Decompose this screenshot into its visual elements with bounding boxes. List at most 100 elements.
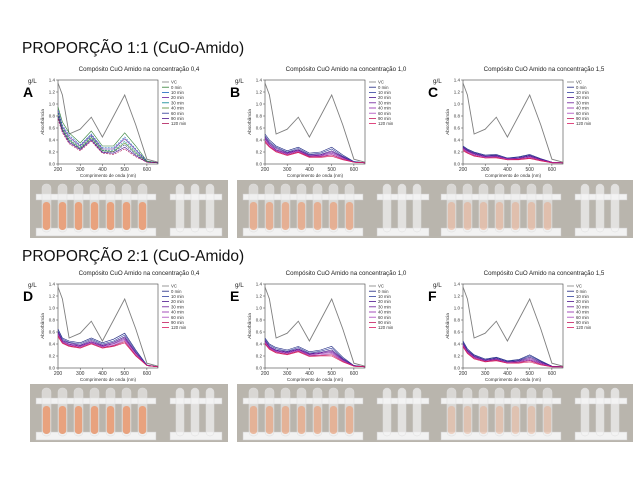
legend-label: 120 min xyxy=(171,121,187,126)
photo-drawing xyxy=(30,180,228,238)
legend-label: 0 min xyxy=(171,85,182,90)
y-tick-label: 0.8 xyxy=(256,318,263,323)
legend-label: 30 min xyxy=(576,100,590,105)
photo-drawing xyxy=(30,384,228,442)
x-tick-label: 600 xyxy=(350,167,359,173)
tube-liquid xyxy=(122,202,131,230)
y-tick-label: 0.4 xyxy=(49,342,56,347)
photo-drawing xyxy=(435,180,633,238)
tube-liquid xyxy=(313,202,322,230)
y-tick-label: 1.0 xyxy=(256,102,263,107)
x-tick-label: 400 xyxy=(305,371,314,377)
heading-proporcao-2-1: PROPORÇÃO 2:1 (CuO-Amido) xyxy=(22,248,245,265)
series-line xyxy=(264,340,366,368)
legend-label: 0 min xyxy=(378,85,389,90)
legend-label: 40 min xyxy=(171,310,185,315)
x-tick-label: 400 xyxy=(305,167,314,173)
spectrum-chart: 200 300 400 500 600 0.0 0.2 0.4 0.6 0.8 1.0 1.2 1.4 C… xyxy=(40,282,187,382)
y-tick-label: 0.6 xyxy=(256,126,263,131)
legend-label: 120 min xyxy=(378,325,394,330)
y-tick-label: 0.2 xyxy=(49,354,56,359)
y-tick-label: 0.8 xyxy=(454,318,461,323)
tube-liquid xyxy=(281,406,290,434)
panel-e: E Compósito CuO Amido na concentração 1,… xyxy=(230,270,435,447)
test-tube xyxy=(510,387,521,437)
y-tick-label: 0.2 xyxy=(454,150,461,155)
tube-liquid xyxy=(313,406,322,434)
panel-c: C Compósito CuO Amido na concentração 1,… xyxy=(428,66,633,243)
x-tick-label: 200 xyxy=(261,167,270,173)
y-axis-label: Absorbância xyxy=(40,109,45,135)
tube-liquid xyxy=(90,406,99,434)
x-tick-label: 300 xyxy=(76,371,85,377)
series-line xyxy=(264,138,366,164)
series-line xyxy=(57,112,159,164)
series-line xyxy=(264,135,366,164)
heading-proporcao-1-1: PROPORÇÃO 1:1 (CuO-Amido) xyxy=(22,40,245,57)
legend-label: 90 min xyxy=(378,320,392,325)
tube-liquid xyxy=(265,406,274,434)
unit-label: g/L xyxy=(235,282,244,289)
legend-label: 40 min xyxy=(576,106,590,111)
x-tick-label: 200 xyxy=(459,371,468,377)
test-tube xyxy=(595,387,605,437)
tube-liquid xyxy=(511,406,520,434)
x-tick-label: 500 xyxy=(327,167,336,173)
y-tick-label: 1.0 xyxy=(49,306,56,311)
legend-label: 20 min xyxy=(171,299,185,304)
y-tick-label: 0.2 xyxy=(454,354,461,359)
chart-title: Compósito CuO Amido na concentração 1,5 xyxy=(483,66,605,73)
tube-liquid xyxy=(58,202,67,230)
legend-label: 10 min xyxy=(171,90,185,95)
y-tick-label: 1.2 xyxy=(256,90,263,95)
tube-liquid xyxy=(495,202,504,230)
series-line xyxy=(57,336,159,368)
legend-label: 10 min xyxy=(171,294,185,299)
y-tick-label: 1.4 xyxy=(256,78,263,83)
test-tube xyxy=(412,387,422,437)
x-axis-label: Comprimento de onda (nm) xyxy=(80,173,137,178)
y-tick-label: 1.2 xyxy=(256,294,263,299)
spectrum-chart: 200 300 400 500 600 0.0 0.2 0.4 0.6 0.8 1.0 1.2 1.4 C… xyxy=(247,78,394,178)
y-tick-label: 0.4 xyxy=(454,138,461,143)
test-tube xyxy=(610,387,620,437)
series-line xyxy=(57,115,159,164)
unit-label: g/L xyxy=(433,282,442,289)
test-tube xyxy=(190,183,200,233)
legend-label: 20 min xyxy=(576,95,590,100)
legend-label: 60 min xyxy=(171,315,185,320)
legend-label: 20 min xyxy=(576,299,590,304)
y-tick-label: 0.6 xyxy=(454,126,461,131)
tube-liquid xyxy=(527,406,536,434)
y-tick-label: 0.0 xyxy=(256,162,263,167)
tube-liquid xyxy=(543,406,552,434)
test-tube xyxy=(382,183,392,233)
legend-label: 40 min xyxy=(171,106,185,111)
series-line xyxy=(462,150,563,164)
tube-liquid xyxy=(297,406,306,434)
series-line xyxy=(264,82,366,163)
x-tick-label: 200 xyxy=(261,371,270,377)
tube-liquid xyxy=(122,406,131,434)
y-tick-label: 1.4 xyxy=(454,78,461,83)
x-tick-label: 400 xyxy=(98,167,107,173)
unit-label: g/L xyxy=(28,282,37,289)
y-tick-label: 0.8 xyxy=(454,114,461,119)
y-tick-label: 1.2 xyxy=(49,294,56,299)
photo-drawing xyxy=(237,180,435,238)
panel-letter: B xyxy=(230,84,241,100)
test-tube xyxy=(205,387,215,437)
x-tick-label: 600 xyxy=(143,167,152,173)
tube-liquid xyxy=(463,202,472,230)
legend-label: 90 min xyxy=(171,320,185,325)
y-tick-label: 1.0 xyxy=(454,306,461,311)
legend-label: 90 min xyxy=(171,116,185,121)
series-line xyxy=(462,343,564,368)
series-line xyxy=(264,343,366,368)
test-tube xyxy=(510,183,521,233)
y-tick-label: 0.6 xyxy=(256,330,263,335)
test-tube xyxy=(175,183,185,233)
legend-label: 60 min xyxy=(378,315,392,320)
legend-label: 30 min xyxy=(171,304,185,309)
spectrum-chart: 200 300 400 500 600 0.0 0.2 0.4 0.6 0.8 1.0 1.2 1.4 C… xyxy=(247,282,394,382)
